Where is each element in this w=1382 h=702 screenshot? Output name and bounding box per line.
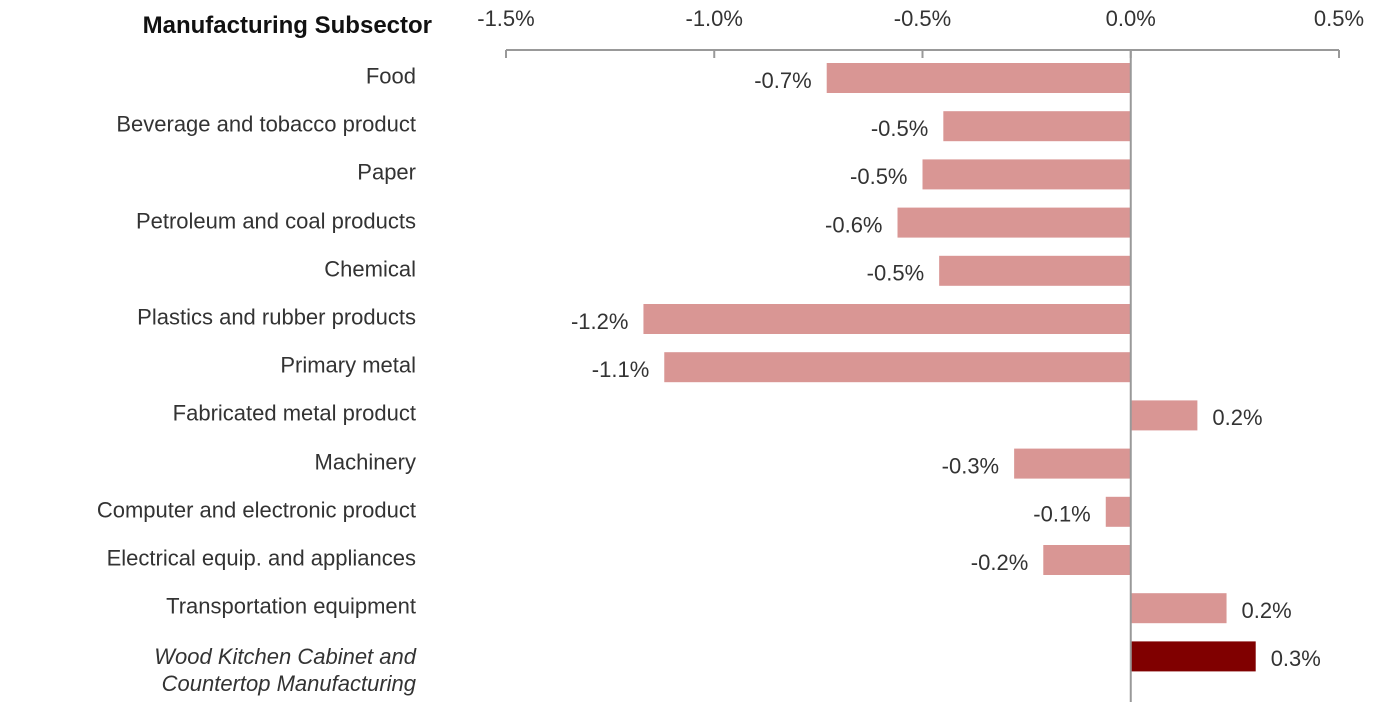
value-label: 0.3%: [1271, 646, 1321, 671]
value-label: -0.6%: [825, 212, 882, 237]
y-tick-label: Paper: [357, 159, 416, 185]
bar: [1014, 448, 1131, 479]
y-tick-label: Petroleum and coal products: [135, 208, 416, 234]
x-tick-label: -1.5%: [477, 6, 534, 31]
x-tick-label: 0.0%: [1106, 6, 1156, 31]
value-label: -0.7%: [754, 68, 811, 93]
bar: [1130, 400, 1198, 431]
x-tick-label: -0.5%: [894, 6, 951, 31]
value-label: -0.5%: [871, 116, 928, 141]
x-tick-label: -1.0%: [686, 6, 743, 31]
y-tick-label: Machinery: [314, 449, 416, 475]
y-tick-label: Computer and electronic product: [96, 497, 416, 523]
value-label: -0.1%: [1033, 502, 1090, 527]
y-tick-label: Food: [365, 63, 416, 89]
bar: [939, 255, 1131, 286]
y-tick-label: Wood Kitchen Cabinet and Countertop Manu…: [154, 644, 416, 697]
bar: [943, 111, 1131, 142]
bar: [922, 159, 1131, 190]
chart-title: Manufacturing Subsector: [142, 12, 432, 39]
y-tick-label: Transportation equipment: [166, 593, 416, 619]
y-tick-label: Electrical equip. and appliances: [106, 545, 416, 571]
value-label: 0.2%: [1242, 598, 1292, 623]
value-label: -1.1%: [592, 357, 649, 382]
value-label: -0.5%: [867, 261, 924, 286]
bar: [1130, 641, 1256, 672]
x-tick-label: 0.5%: [1314, 6, 1364, 31]
y-tick-label: Beverage and tobacco product: [116, 111, 416, 137]
bar: [1043, 545, 1131, 575]
value-label: -0.3%: [942, 453, 999, 478]
value-label: -0.5%: [850, 164, 907, 189]
bar: [897, 207, 1131, 238]
bar: [664, 352, 1131, 383]
bar: [826, 63, 1131, 93]
y-tick-label: Chemical: [324, 256, 416, 282]
y-tick-label: Primary metal: [280, 352, 416, 378]
bar: [1130, 593, 1227, 624]
y-tick-label: Fabricated metal product: [172, 400, 416, 426]
value-label: 0.2%: [1212, 405, 1262, 430]
value-label: -0.2%: [971, 550, 1028, 575]
bar: [1105, 496, 1131, 527]
bar: [643, 304, 1131, 334]
y-tick-label: Plastics and rubber products: [137, 304, 416, 330]
value-label: -1.2%: [571, 309, 628, 334]
